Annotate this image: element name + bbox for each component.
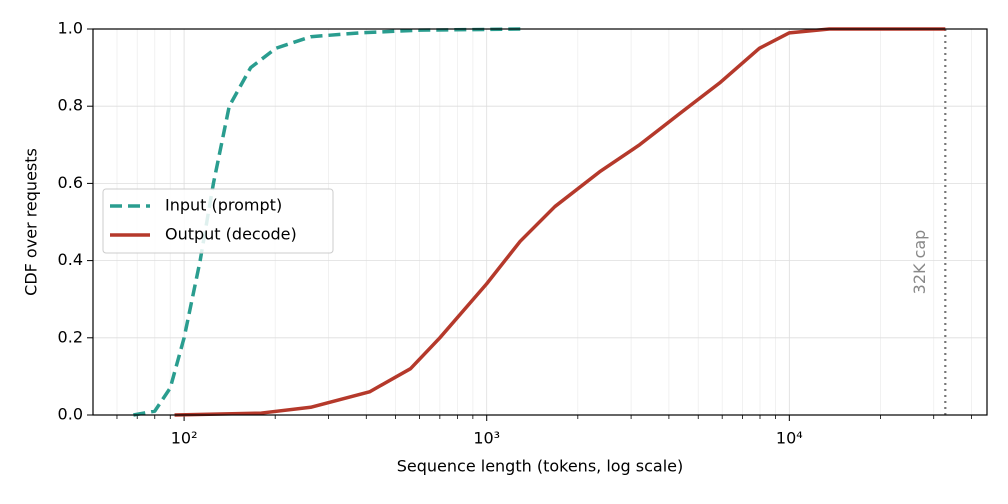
y-axis-label: CDF over requests [22, 148, 41, 296]
plot-frame [92, 28, 988, 416]
x-tick-label: 10² [171, 429, 198, 448]
series-line [174, 27, 946, 417]
y-tick-label: 0.0 [58, 405, 83, 424]
legend-label: Input (prompt) [165, 196, 282, 215]
y-tick-label: 0.8 [58, 96, 83, 115]
x-axis-label: Sequence length (tokens, log scale) [397, 457, 684, 476]
y-tick-label: 0.2 [58, 327, 83, 346]
x-tick-label: 10³ [473, 429, 500, 448]
legend-box [102, 188, 334, 254]
y-tick-label: 0.6 [58, 173, 83, 192]
y-tick-label: 1.0 [58, 19, 83, 38]
x-tick-label: 10⁴ [776, 429, 803, 448]
y-tick-label: 0.4 [58, 250, 83, 269]
cap-label: 32K cap [910, 230, 929, 295]
legend-label: Output (decode) [165, 225, 297, 244]
